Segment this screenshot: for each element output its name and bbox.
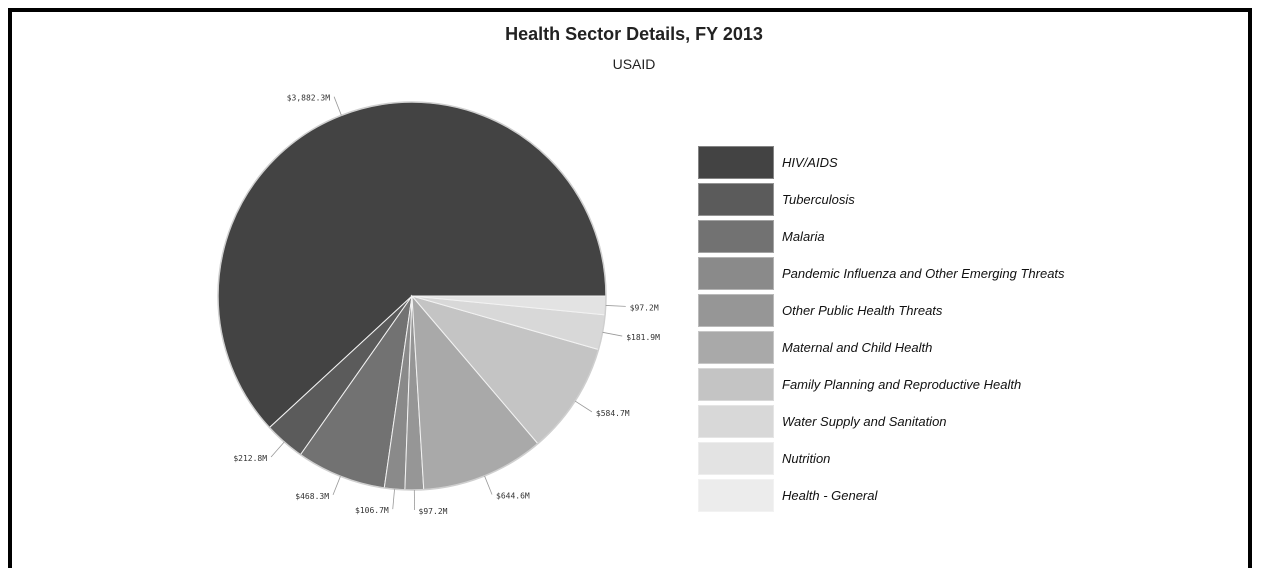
legend-label: Nutrition bbox=[782, 451, 830, 466]
legend-swatch bbox=[698, 405, 774, 438]
legend-item-other-public-health-threats: Other Public Health Threats bbox=[698, 292, 1065, 329]
legend-label: Tuberculosis bbox=[782, 192, 855, 207]
legend-label: Other Public Health Threats bbox=[782, 303, 942, 318]
leader-line-pandemic-influenza-and-other-emerging-threats bbox=[393, 489, 395, 509]
legend-label: Pandemic Influenza and Other Emerging Th… bbox=[782, 266, 1065, 281]
legend-swatch bbox=[698, 442, 774, 475]
legend-label: HIV/AIDS bbox=[782, 155, 838, 170]
legend-label: Health - General bbox=[782, 488, 877, 503]
legend-swatch bbox=[698, 183, 774, 216]
leader-line-nutrition bbox=[606, 305, 626, 306]
legend-label: Water Supply and Sanitation bbox=[782, 414, 947, 429]
value-label-other-public-health-threats: $97.2M bbox=[419, 507, 448, 516]
leader-line-water-supply-and-sanitation bbox=[603, 332, 623, 336]
value-label-tuberculosis: $212.8M bbox=[233, 454, 267, 463]
legend-swatch bbox=[698, 220, 774, 253]
legend-label: Malaria bbox=[782, 229, 825, 244]
value-label-maternal-and-child-health: $644.6M bbox=[496, 491, 530, 500]
legend-item-maternal-and-child-health: Maternal and Child Health bbox=[698, 329, 1065, 366]
chart-legend: HIV/AIDS Tuberculosis Malaria Pandemic Infl… bbox=[698, 144, 1065, 514]
legend-swatch bbox=[698, 257, 774, 290]
value-label-malaria: $468.3M bbox=[295, 492, 329, 501]
legend-item-hiv-aids: HIV/AIDS bbox=[698, 144, 1065, 181]
legend-item-water-supply-and-sanitation: Water Supply and Sanitation bbox=[698, 403, 1065, 440]
legend-label: Family Planning and Reproductive Health bbox=[782, 377, 1021, 392]
leader-line-hiv-aids bbox=[334, 97, 341, 116]
legend-item-health-general: Health - General bbox=[698, 477, 1065, 514]
legend-item-pandemic-influenza-and-other-emerging-threats: Pandemic Influenza and Other Emerging Th… bbox=[698, 255, 1065, 292]
legend-swatch bbox=[698, 331, 774, 364]
leader-line-family-planning-and-reproductive-health bbox=[575, 401, 592, 412]
value-label-pandemic-influenza-and-other-emerging-threats: $106.7M bbox=[355, 506, 389, 515]
legend-swatch bbox=[698, 368, 774, 401]
pie-chart: $3,882.3M $212.8M $468.3M $106.7M $97.2M $644… bbox=[12, 12, 1256, 572]
value-label-family-planning-and-reproductive-health: $584.7M bbox=[596, 409, 630, 418]
legend-item-malaria: Malaria bbox=[698, 218, 1065, 255]
leader-line-tuberculosis bbox=[271, 442, 284, 457]
legend-item-family-planning-and-reproductive-health: Family Planning and Reproductive Health bbox=[698, 366, 1065, 403]
chart-frame: Health Sector Details, FY 2013 USAID $3,… bbox=[8, 8, 1252, 568]
legend-item-tuberculosis: Tuberculosis bbox=[698, 181, 1065, 218]
legend-swatch bbox=[698, 294, 774, 327]
leader-line-maternal-and-child-health bbox=[485, 476, 492, 495]
value-label-hiv-aids: $3,882.3M bbox=[287, 94, 331, 103]
legend-item-nutrition: Nutrition bbox=[698, 440, 1065, 477]
value-label-nutrition: $97.2M bbox=[630, 303, 659, 312]
legend-label: Maternal and Child Health bbox=[782, 340, 932, 355]
leader-line-malaria bbox=[333, 476, 340, 495]
value-label-water-supply-and-sanitation: $181.9M bbox=[626, 333, 660, 342]
legend-swatch bbox=[698, 479, 774, 512]
legend-swatch bbox=[698, 146, 774, 179]
